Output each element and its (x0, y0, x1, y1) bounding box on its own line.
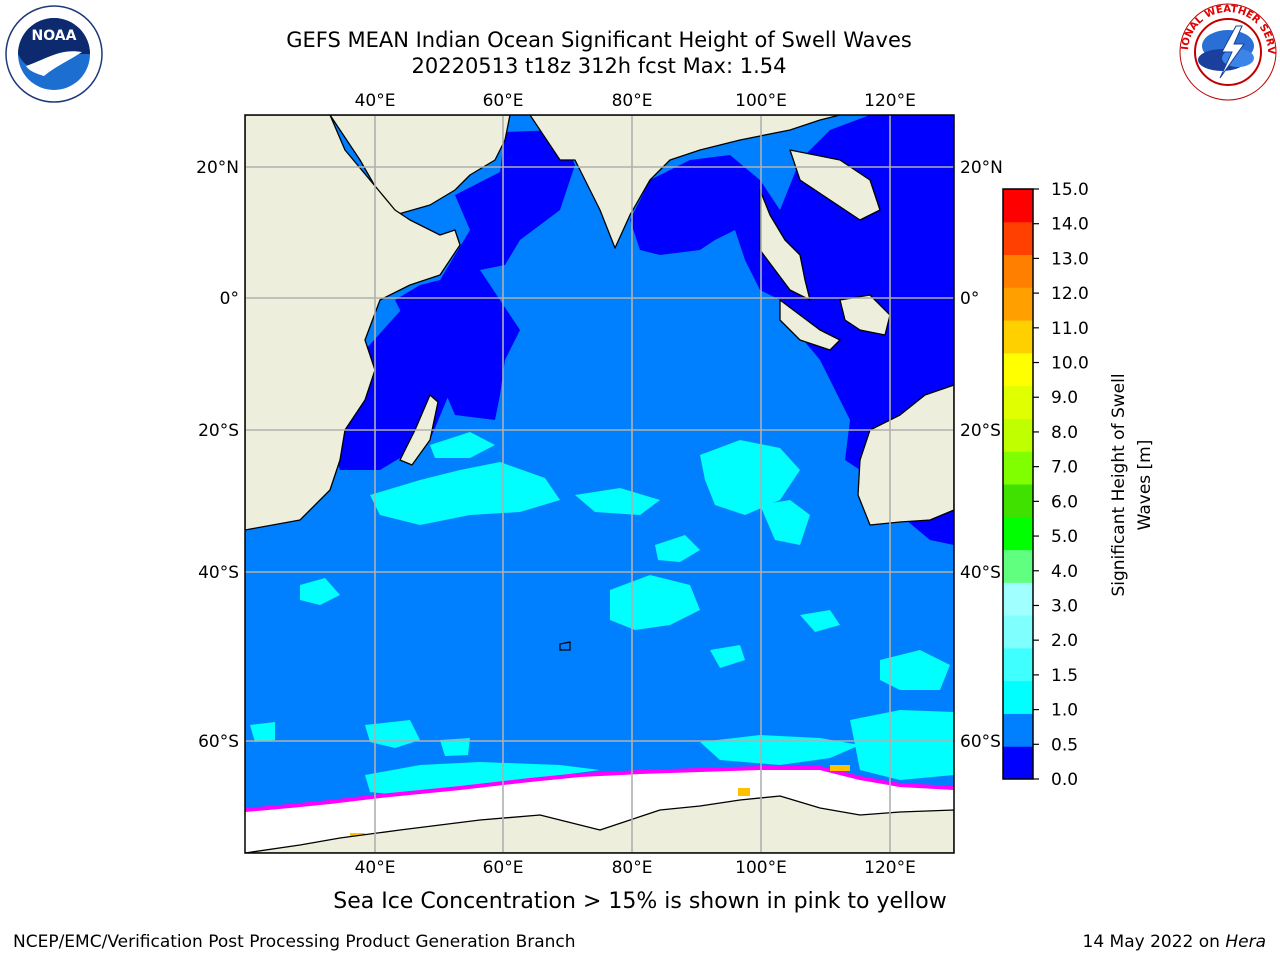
colorbar-tick-label: 3.0 (1051, 596, 1078, 616)
lat-labels-right: 20°N 0° 20°S 40°S 60°S (960, 158, 1003, 752)
colorbar-tick-label: 6.0 (1051, 492, 1078, 512)
lon-label-top: 60°E (483, 91, 524, 111)
colorbar-segment (1003, 385, 1033, 419)
lat-labels-left: 20°N 0° 20°S 40°S 60°S (196, 158, 239, 752)
lon-label-bottom: 100°E (735, 858, 787, 878)
lon-labels-top: 40°E 60°E 80°E 100°E 120°E (355, 91, 916, 111)
colorbar-segment (1003, 287, 1033, 321)
lat-label-right: 0° (960, 289, 979, 309)
colorbar-tick-label: 15.0 (1051, 180, 1089, 200)
colorbar-tick-label: 12.0 (1051, 284, 1089, 304)
footer-date: 14 May 2022 on Hera (1083, 932, 1267, 952)
lon-label-top: 100°E (735, 91, 787, 111)
lat-label-right: 60°S (960, 732, 1001, 752)
sea-ice-edge (245, 766, 954, 812)
colorbar-title-line1: Significant Height of Swell (1109, 373, 1129, 596)
lon-label-top: 40°E (355, 91, 396, 111)
lon-label-bottom: 40°E (355, 858, 396, 878)
lon-label-top: 120°E (864, 91, 916, 111)
colorbar-segment (1003, 352, 1033, 387)
kerguelen-island (559, 641, 571, 651)
colorbar-segment (1003, 516, 1033, 551)
colorbar-segment (1003, 484, 1033, 518)
colorbar-segment (1003, 549, 1033, 583)
colorbar-segment (1003, 615, 1033, 649)
colorbar-tick-label: 14.0 (1051, 215, 1089, 235)
colorbar-tick-label: 13.0 (1051, 249, 1089, 269)
graticule (245, 115, 954, 853)
lat-label-right: 40°S (960, 563, 1001, 583)
colorbar-segment (1003, 451, 1033, 485)
colorbar-segment (1003, 254, 1033, 288)
lon-label-top: 80°E (612, 91, 653, 111)
colorbar-tick-label: 9.0 (1051, 388, 1078, 408)
lat-label-left: 20°N (196, 158, 239, 178)
colorbar-segment (1003, 647, 1033, 682)
lat-label-left: 40°S (198, 563, 239, 583)
footer-host: Hera (1225, 932, 1266, 952)
lon-label-bottom: 60°E (483, 858, 524, 878)
colorbar-tick-label: 5.0 (1051, 527, 1078, 547)
colorbar-segment (1003, 189, 1033, 223)
colorbar-tick-label: 1.5 (1051, 666, 1078, 686)
colorbar-tick-label: 0.0 (1051, 770, 1078, 790)
colorbar-segment (1003, 713, 1033, 747)
colorbar-tick-label: 11.0 (1051, 319, 1089, 339)
lat-label-left: 0° (220, 289, 239, 309)
colorbar-tick-label: 8.0 (1051, 423, 1078, 443)
lon-label-bottom: 80°E (612, 858, 653, 878)
noaa-logo: NOAA (5, 5, 103, 103)
lat-label-right: 20°N (960, 158, 1003, 178)
lat-label-left: 60°S (198, 732, 239, 752)
colorbar-segment (1003, 221, 1033, 256)
map-title-line1: GEFS MEAN Indian Ocean Significant Heigh… (286, 28, 912, 52)
footer-date-text: 14 May 2022 on (1082, 932, 1226, 952)
map-frame (244, 114, 955, 854)
colorbar-frame (1002, 188, 1034, 780)
lon-labels-bottom: 40°E 60°E 80°E 100°E 120°E (355, 858, 916, 878)
nws-logo: NATIONAL WEATHER SERVICE (1178, 2, 1277, 101)
lon-label-bottom: 120°E (864, 858, 916, 878)
colorbar-tick-label: 10.0 (1051, 354, 1089, 374)
colorbar-segment (1003, 680, 1033, 714)
colorbar-tick-label: 4.0 (1051, 562, 1078, 582)
colorbar-segment (1003, 418, 1033, 452)
map-plot-area (245, 115, 954, 853)
colorbar-title-line2: Waves [m] (1135, 440, 1155, 531)
colorbar-segment (1003, 320, 1033, 354)
colorbar-segment (1003, 746, 1033, 780)
noaa-logo-text: NOAA (32, 28, 77, 44)
sea-ice-note: Sea Ice Concentration > 15% is shown in … (333, 889, 947, 914)
lat-label-right: 20°S (960, 421, 1001, 441)
lat-label-left: 20°S (198, 421, 239, 441)
colorbar-tick-label: 1.0 (1051, 701, 1078, 721)
map-title-line2: 20220513 t18z 312h fcst Max: 1.54 (411, 54, 787, 78)
footer-credit: NCEP/EMC/Verification Post Processing Pr… (13, 932, 576, 952)
colorbar: 0.0 0.5 1.0 1.5 2.0 3.0 4.0 5.0 6.0 7.0 8.0 9.0 10.0… (1002, 180, 1089, 790)
colorbar-tick-label: 0.5 (1051, 735, 1078, 755)
colorbar-segment (1003, 582, 1033, 616)
colorbar-tick-label: 7.0 (1051, 458, 1078, 478)
colorbar-tick-label: 2.0 (1051, 631, 1078, 651)
